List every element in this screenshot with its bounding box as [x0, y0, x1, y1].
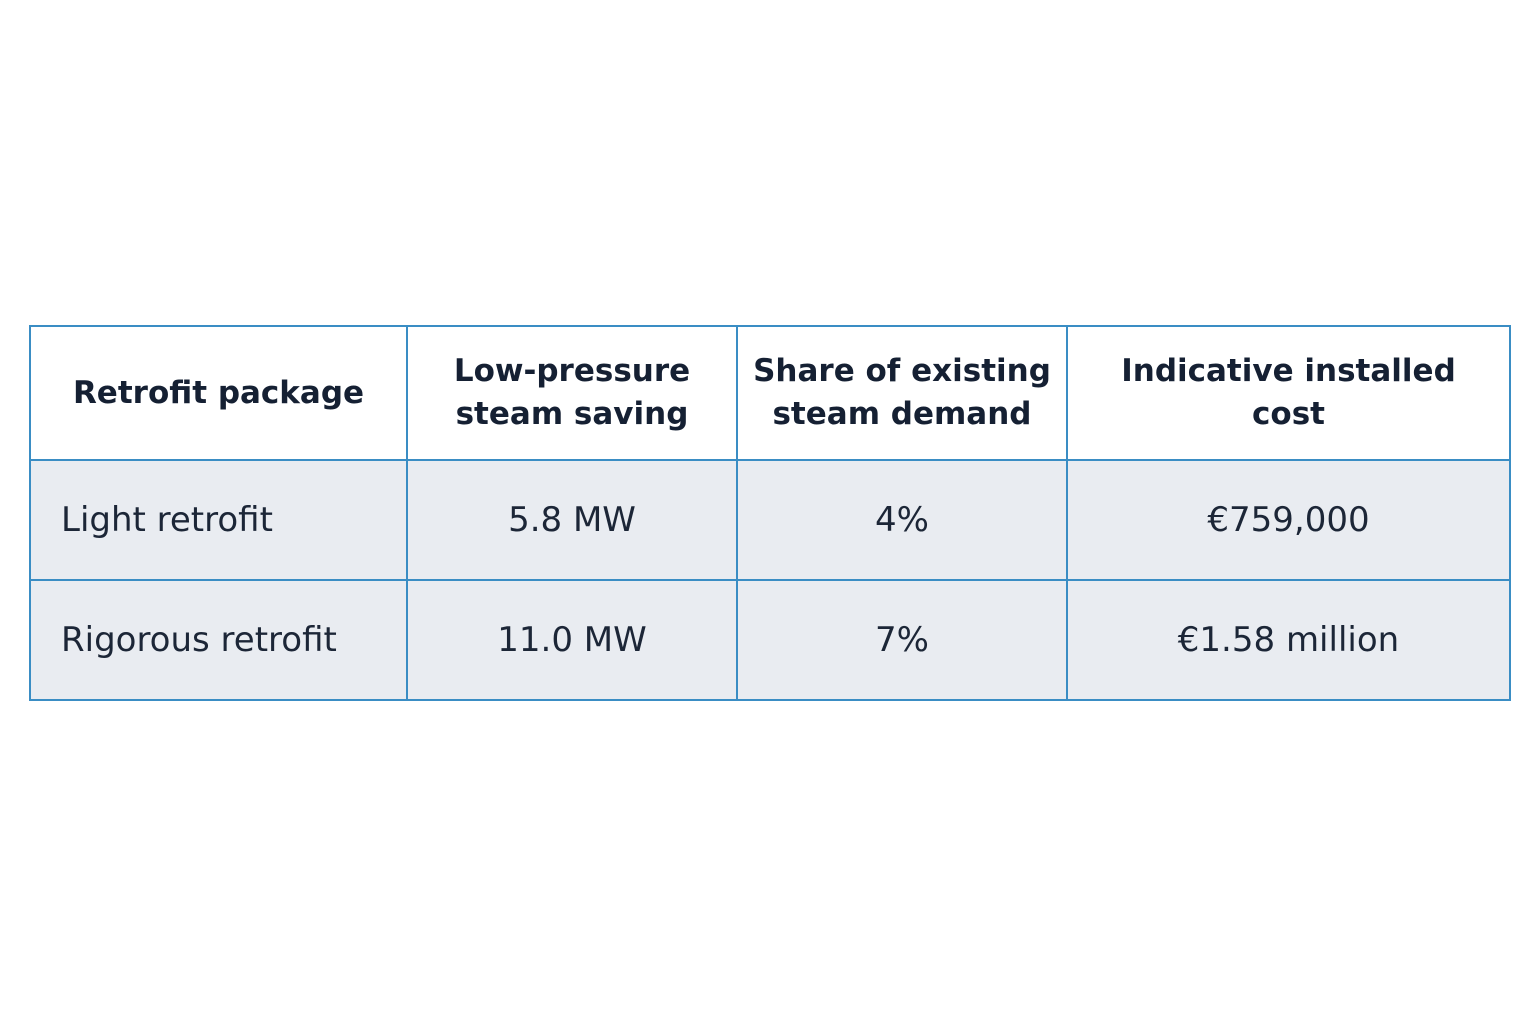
cell-cost-light: €759,000 [1066, 459, 1511, 581]
cell-steam-saving-light: 5.8 MW [406, 459, 738, 581]
cell-package-light: Light retrofit [29, 459, 408, 581]
cell-steam-saving-rigorous: 11.0 MW [406, 579, 738, 701]
cell-cost-rigorous: €1.58 million [1066, 579, 1511, 701]
cell-package-rigorous: Rigorous retrofit [29, 579, 408, 701]
header-row: Retrofit package Low-pressure steam savi… [29, 325, 1511, 461]
cell-share-rigorous: 7% [736, 579, 1068, 701]
retrofit-comparison-table-wrapper: Retrofit package Low-pressure steam savi… [29, 325, 1511, 701]
header-share-of-demand: Share of existing steam demand [736, 325, 1068, 461]
table-row: Light retrofit 5.8 MW 4% €759,000 [29, 459, 1511, 581]
table-row: Rigorous retrofit 11.0 MW 7% €1.58 milli… [29, 579, 1511, 701]
retrofit-comparison-table: Retrofit package Low-pressure steam savi… [29, 325, 1511, 701]
header-steam-saving: Low-pressure steam saving [406, 325, 738, 461]
header-installed-cost: Indicative installed cost [1066, 325, 1511, 461]
cell-share-light: 4% [736, 459, 1068, 581]
header-retrofit-package: Retrofit package [29, 325, 408, 461]
table-body: Light retrofit 5.8 MW 4% €759,000 Rigoro… [29, 459, 1511, 701]
table-header: Retrofit package Low-pressure steam savi… [29, 325, 1511, 461]
